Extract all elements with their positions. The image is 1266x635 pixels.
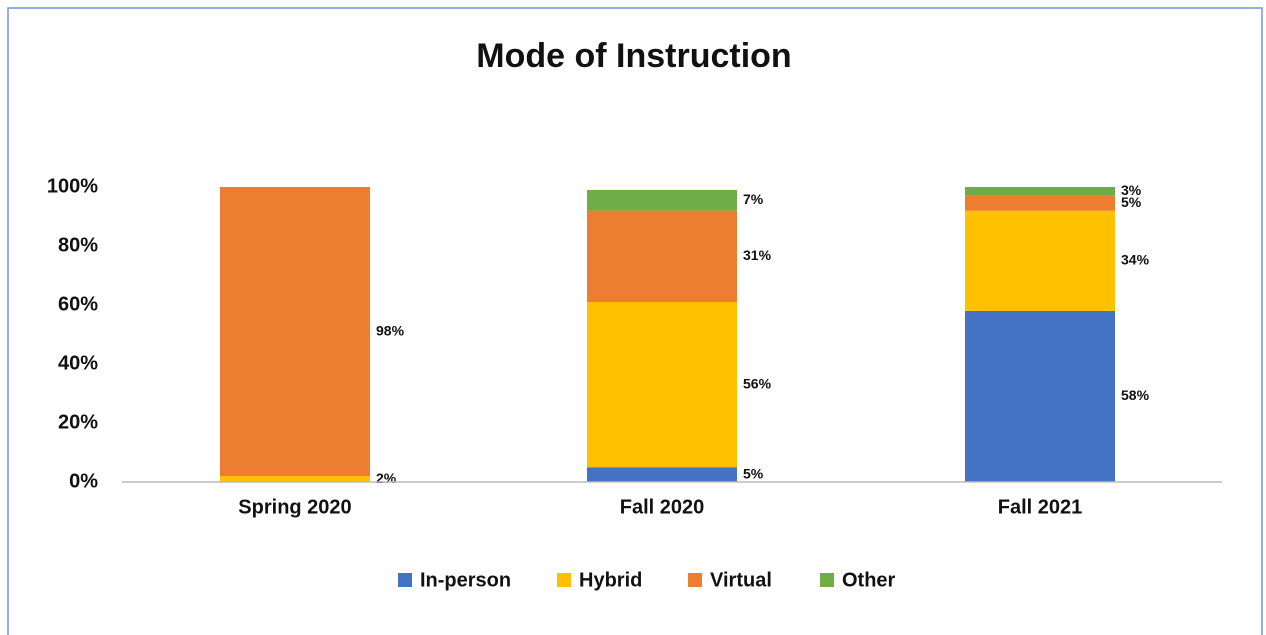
data-label: 5% bbox=[743, 465, 764, 481]
data-label: 2% bbox=[376, 470, 397, 486]
data-label: 98% bbox=[376, 322, 405, 338]
bar-segment bbox=[587, 189, 737, 211]
x-tick-label: Spring 2020 bbox=[238, 496, 351, 518]
legend-label: Other bbox=[842, 569, 896, 591]
y-tick-label: 0% bbox=[69, 470, 98, 492]
y-tick-label: 100% bbox=[47, 175, 98, 197]
bar-segment bbox=[587, 302, 737, 468]
legend-swatch bbox=[557, 573, 571, 587]
data-label: 34% bbox=[1121, 251, 1150, 267]
legend-swatch bbox=[398, 573, 412, 587]
legend-swatch bbox=[820, 573, 834, 587]
data-label: 7% bbox=[743, 191, 764, 207]
bar-segment bbox=[220, 187, 370, 477]
data-label: 5% bbox=[1121, 194, 1142, 210]
bar-segment bbox=[965, 195, 1115, 211]
legend-swatch bbox=[688, 573, 702, 587]
chart-title: Mode of Instruction bbox=[476, 37, 791, 75]
y-tick-label: 20% bbox=[58, 411, 98, 433]
x-tick-label: Fall 2020 bbox=[620, 496, 705, 518]
data-label: 58% bbox=[1121, 387, 1150, 403]
bar-segment bbox=[965, 187, 1115, 196]
frame bbox=[7, 7, 1263, 635]
data-label: 56% bbox=[743, 375, 772, 391]
y-tick-label: 40% bbox=[58, 352, 98, 374]
legend-label: In-person bbox=[420, 569, 511, 591]
bar-segment bbox=[965, 310, 1115, 482]
legend-label: Virtual bbox=[710, 569, 772, 591]
bar-segment bbox=[587, 467, 737, 482]
y-tick-label: 60% bbox=[58, 293, 98, 315]
legend-label: Hybrid bbox=[579, 569, 642, 591]
bar-segment bbox=[587, 210, 737, 303]
data-label: 31% bbox=[743, 247, 772, 263]
data-label: 3% bbox=[1121, 182, 1142, 198]
x-tick-label: Fall 2021 bbox=[998, 496, 1083, 518]
bar-segment bbox=[965, 210, 1115, 311]
bar-segment bbox=[220, 476, 370, 482]
y-tick-label: 80% bbox=[58, 234, 98, 256]
